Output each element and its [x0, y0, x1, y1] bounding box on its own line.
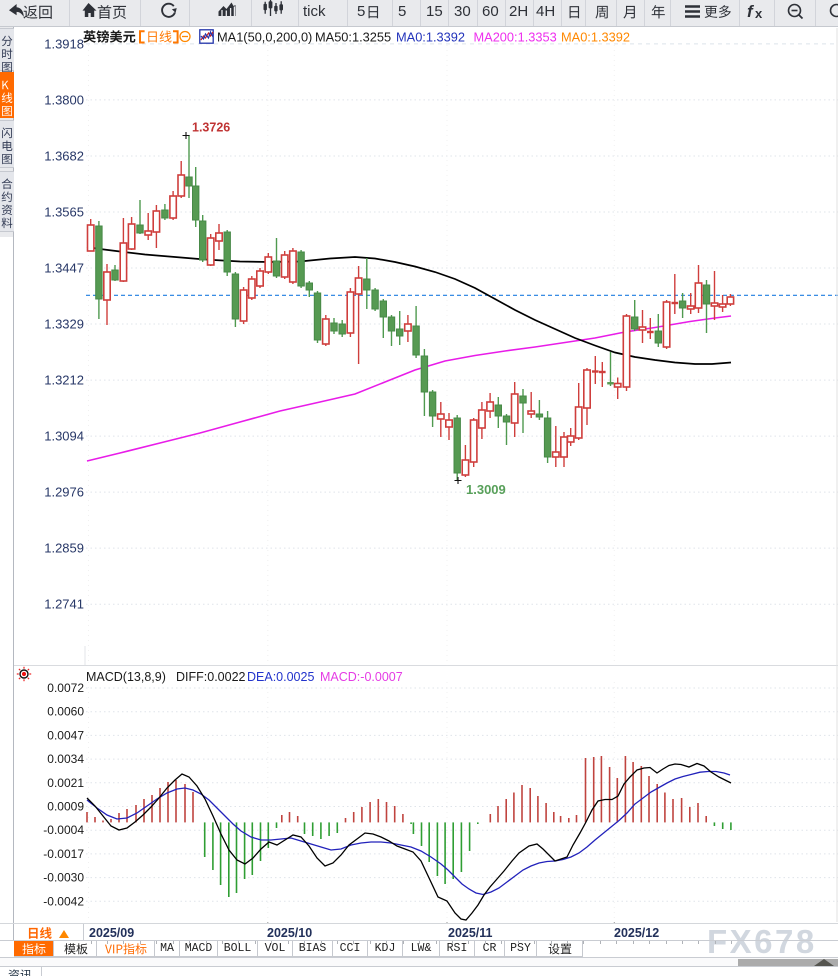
svg-text:0.0072: 0.0072	[47, 681, 84, 695]
svg-text:0.0009: 0.0009	[47, 800, 84, 814]
svg-text:1.2859: 1.2859	[44, 541, 84, 556]
svg-text:0.0060: 0.0060	[47, 705, 84, 719]
svg-text:1.2976: 1.2976	[44, 485, 84, 500]
svg-text:DEA:0.0025: DEA:0.0025	[247, 670, 314, 684]
svg-text:MA200:1.3353: MA200:1.3353	[474, 30, 557, 45]
svg-text:1.3447: 1.3447	[44, 261, 84, 276]
svg-text:1.3329: 1.3329	[44, 317, 84, 332]
svg-text:MA0:1.3392: MA0:1.3392	[561, 30, 630, 45]
svg-text:0.0034: 0.0034	[47, 752, 84, 766]
svg-text:MA1(50,0,200,0): MA1(50,0,200,0)	[217, 30, 312, 45]
svg-text:1.3009: 1.3009	[466, 482, 506, 497]
svg-text:-0.0017: -0.0017	[43, 847, 84, 861]
svg-text:1.3682: 1.3682	[44, 148, 84, 163]
svg-text:1.3726: 1.3726	[192, 121, 230, 135]
svg-text:MA50:1.3255: MA50:1.3255	[315, 30, 391, 45]
svg-text:-0.0004: -0.0004	[43, 823, 84, 837]
svg-text:1.3212: 1.3212	[44, 373, 84, 388]
svg-text:1.3565: 1.3565	[44, 204, 84, 219]
svg-text:1.2741: 1.2741	[44, 597, 84, 612]
svg-text:MACD(13,8,9): MACD(13,8,9)	[86, 670, 166, 684]
svg-text:1.3094: 1.3094	[44, 429, 84, 444]
svg-text:0.0021: 0.0021	[47, 776, 84, 790]
svg-text:MA0:1.3392: MA0:1.3392	[396, 30, 465, 45]
svg-text:1.3918: 1.3918	[44, 36, 84, 51]
svg-text:-0.0030: -0.0030	[43, 871, 84, 885]
svg-text:DIFF:0.0022: DIFF:0.0022	[176, 670, 246, 684]
svg-text:0.0047: 0.0047	[47, 728, 84, 742]
svg-text:MACD:-0.0007: MACD:-0.0007	[320, 670, 403, 684]
svg-text:1.3800: 1.3800	[44, 92, 84, 107]
svg-text:-0.0042: -0.0042	[43, 894, 84, 908]
